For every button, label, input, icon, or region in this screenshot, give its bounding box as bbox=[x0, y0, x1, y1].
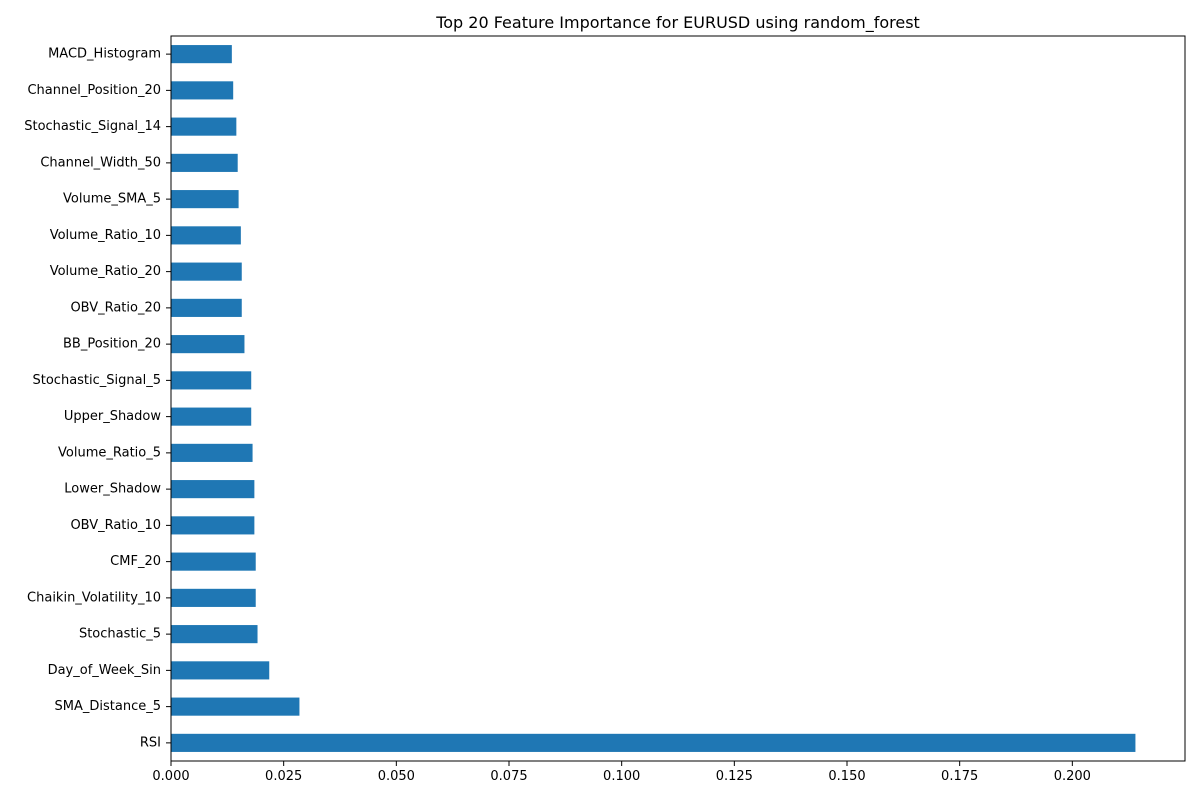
bar-day-of-week-sin bbox=[171, 661, 270, 680]
bar-stochastic-5 bbox=[171, 625, 258, 644]
bar-obv-ratio-20 bbox=[171, 298, 242, 317]
y-tick-label: Chaikin_Volatility_10 bbox=[27, 590, 161, 605]
y-tick-label: CMF_20 bbox=[110, 554, 161, 569]
bar-channel-width-50 bbox=[171, 153, 238, 172]
bar-obv-ratio-10 bbox=[171, 516, 255, 535]
plot-frame bbox=[170, 35, 1186, 762]
bar-stochastic-signal-5 bbox=[171, 371, 252, 390]
y-tick-label: SMA_Distance_5 bbox=[55, 699, 161, 714]
bar-upper-shadow bbox=[171, 407, 252, 426]
y-tick-label: Stochastic_5 bbox=[79, 627, 161, 642]
bar-macd-histogram bbox=[171, 45, 232, 64]
bar-volume-ratio-10 bbox=[171, 226, 241, 245]
y-tick-label: Channel_Width_50 bbox=[40, 155, 161, 170]
y-tick-label: Volume_SMA_5 bbox=[63, 192, 161, 207]
y-tick-label: Day_of_Week_Sin bbox=[48, 663, 161, 678]
x-tick-label: 0.200 bbox=[1054, 769, 1091, 784]
y-tick-label: Upper_Shadow bbox=[64, 409, 162, 424]
x-tick-label: 0.075 bbox=[490, 769, 527, 784]
bars-layer bbox=[171, 45, 1136, 752]
x-tick-label: 0.000 bbox=[152, 769, 189, 784]
bar-rsi bbox=[171, 733, 1136, 752]
bar-bb-position-20 bbox=[171, 335, 245, 354]
bar-lower-shadow bbox=[171, 480, 255, 499]
y-tick-label: Volume_Ratio_5 bbox=[58, 445, 161, 460]
chart-title: Top 20 Feature Importance for EURUSD usi… bbox=[435, 13, 920, 33]
bar-volume-sma-5 bbox=[171, 190, 239, 209]
x-tick-label: 0.100 bbox=[603, 769, 640, 784]
y-tick-label: MACD_Histogram bbox=[48, 47, 161, 62]
y-tick-label: Volume_Ratio_20 bbox=[50, 264, 161, 279]
y-tick-label: Lower_Shadow bbox=[64, 482, 161, 497]
x-tick-label: 0.050 bbox=[378, 769, 415, 784]
y-tick-label: Volume_Ratio_10 bbox=[50, 228, 161, 243]
x-tick-label: 0.175 bbox=[941, 769, 978, 784]
y-tick-label: Stochastic_Signal_5 bbox=[33, 373, 162, 388]
bar-cmf-20 bbox=[171, 552, 256, 571]
y-tick-label: OBV_Ratio_20 bbox=[70, 300, 161, 315]
bar-channel-position-20 bbox=[171, 81, 234, 100]
x-tick-label: 0.025 bbox=[265, 769, 302, 784]
x-axis: 0.000 0.025 0.050 0.075 0.100 0.125 0.150 0.175… bbox=[152, 761, 1091, 784]
y-tick-label: Stochastic_Signal_14 bbox=[24, 119, 161, 134]
y-axis: RSI SMA_Distance_5 Day_of_Week_Sin Stochast… bbox=[24, 47, 171, 750]
bar-chaikin-volatility-10 bbox=[171, 588, 256, 607]
y-tick-label: OBV_Ratio_10 bbox=[70, 518, 161, 533]
bar-stochastic-signal-14 bbox=[171, 117, 237, 136]
bar-sma-distance-5 bbox=[171, 697, 300, 716]
y-tick-label: RSI bbox=[140, 735, 161, 750]
bar-volume-ratio-5 bbox=[171, 443, 253, 462]
bar-volume-ratio-20 bbox=[171, 262, 242, 281]
x-tick-label: 0.150 bbox=[828, 769, 865, 784]
y-tick-label: Channel_Position_20 bbox=[27, 83, 161, 98]
x-tick-label: 0.125 bbox=[716, 769, 753, 784]
y-tick-label: BB_Position_20 bbox=[63, 337, 161, 352]
